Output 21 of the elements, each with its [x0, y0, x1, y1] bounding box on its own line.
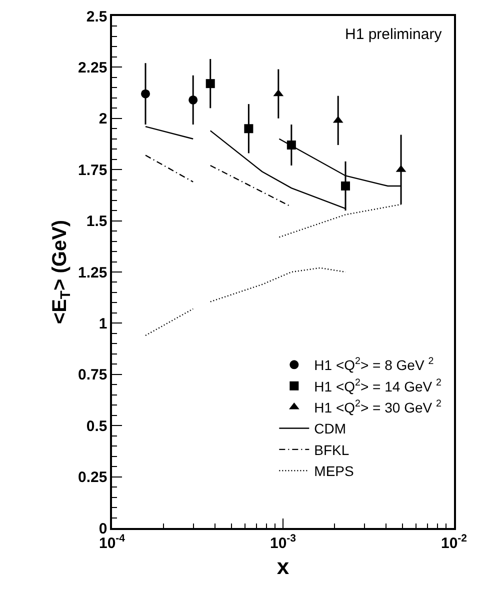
y-tick-label: 1.75	[78, 162, 108, 179]
y-tick-label: 0.5	[86, 418, 108, 435]
legend-label: BFKL	[314, 442, 350, 458]
legend-label: CDM	[314, 420, 346, 437]
legend-label: H1 <Q$^{2}$> = 8 GeV $^{2}$	[314, 356, 434, 374]
y-tick-label: 1.25	[78, 264, 108, 282]
legend-label: H1 <Q$^{2}$> = 30 GeV $^{2}$	[314, 398, 442, 416]
y-tick-label: 1.5	[86, 213, 108, 230]
y-tick-label: 0.75	[78, 366, 108, 384]
y-tick-label: 1	[98, 315, 108, 332]
y-tick-label: 2.5	[86, 8, 108, 26]
legend-label: MEPS	[314, 463, 354, 480]
annotation: H1 preliminary	[345, 26, 442, 43]
y-tick-label: 2.25	[78, 59, 108, 76]
legend-label: H1 <Q$^{2}$> = 14 GeV $^{2}$	[314, 377, 442, 394]
y-tick-label: 0.25	[78, 469, 108, 486]
x-axis-title: x	[276, 554, 290, 580]
x-tick-label: 10$^{-3}$	[270, 532, 296, 552]
x-tick-label: 10$^{-2}$	[440, 532, 468, 552]
y-tick-label: 2	[98, 110, 108, 128]
y-tick-label: 0	[98, 520, 108, 538]
